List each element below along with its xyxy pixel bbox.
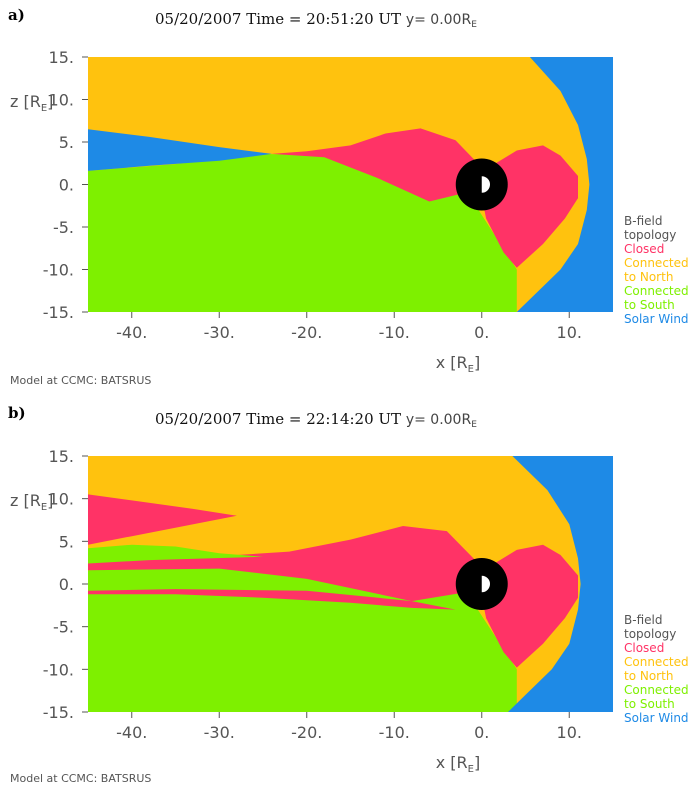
legend-item-solar-wind: Solar Wind [624, 711, 689, 725]
region-closed-hook [88, 494, 237, 545]
legend-item-closed: Closed [624, 641, 665, 655]
x-axis-bracket: ] [474, 353, 480, 372]
legend-item-north-2: to North [624, 270, 674, 284]
x-axis-unit-sub: E [468, 364, 474, 375]
region-closed-tail-lower [88, 589, 456, 610]
legend-item-south: Connected [624, 284, 689, 298]
x-tick-label: -30. [204, 723, 235, 742]
x-axis-title: x [RE] [436, 753, 481, 775]
legend-title-2: topology [624, 228, 677, 242]
x-axis-title: x [RE] [436, 353, 481, 375]
x-tick-label: -20. [291, 723, 322, 742]
legend-item-north-2: to North [624, 669, 674, 683]
model-credit: Model at CCMC: BATSRUS [10, 772, 152, 785]
legend-title: B-field [624, 214, 663, 228]
y-axis-bracket: ] [47, 92, 53, 111]
plot-area [88, 456, 613, 712]
panel-letter: a) [8, 6, 25, 24]
y-tick-label: 5. [59, 133, 74, 152]
y-tick-label: -10. [43, 261, 74, 280]
legend: B-field topology Closed Connected to Nor… [624, 613, 689, 725]
y-tick-label: -5. [53, 618, 74, 637]
legend-item-south-2: to South [624, 298, 675, 312]
x-tick-label: -10. [379, 723, 410, 742]
region-south [88, 153, 517, 312]
y-tick-label: 15. [49, 447, 74, 466]
plot-title: 05/20/2007 Time = 22:14:20 UT y= 0.00RE [155, 410, 477, 430]
legend-item-south: Connected [624, 683, 689, 697]
x-tick-label: -20. [291, 323, 322, 342]
title-date: 05/20/2007 [155, 10, 242, 28]
x-tick-label: -30. [204, 323, 235, 342]
y-tick-label: 5. [59, 532, 74, 551]
x-axis-bracket: ] [474, 753, 480, 772]
y-tick-label: -15. [43, 703, 74, 722]
region-south-wedge [88, 544, 263, 564]
legend-item-north: Connected [624, 256, 689, 270]
legend-title-2: topology [624, 627, 677, 641]
x-axis-unit-sub: E [468, 764, 474, 775]
earth-night-half [472, 175, 482, 194]
y-axis-title: z [RE] [10, 92, 53, 114]
y-axis-bracket: ] [47, 491, 53, 510]
title-date: 05/20/2007 [155, 410, 242, 428]
y-axis-title: z [RE] [10, 491, 53, 513]
panel-letter: b) [8, 404, 26, 422]
title-time: Time = 20:51:20 UT [246, 10, 402, 28]
panel-a: a) 05/20/2007 Time = 20:51:20 UT y= 0.00… [8, 6, 689, 387]
legend-item-north: Connected [624, 655, 689, 669]
x-tick-label: 0. [474, 323, 489, 342]
x-tick-label: -40. [116, 723, 147, 742]
region-solar-wind [516, 57, 613, 312]
y-tick-label: 0. [59, 176, 74, 195]
region-solar-wind-tail [88, 129, 272, 171]
topology-plot: -40. -30. -20. -10. 0. 10. 15. 10. 5. 0. -5. -10. -1… [10, 48, 613, 375]
legend-item-solar-wind: Solar Wind [624, 312, 689, 326]
region-solar-wind [508, 456, 613, 712]
x-tick-label: -40. [116, 323, 147, 342]
title-y: y= 0.00RE [405, 12, 477, 30]
axes: -40. -30. -20. -10. 0. 10. 15. 10. 5. 0. -5. -10. -1… [10, 48, 582, 375]
earth-night-half [472, 575, 482, 593]
plot-title: 05/20/2007 Time = 20:51:20 UT y= 0.00RE [155, 10, 477, 30]
panel-b: b) 05/20/2007 Time = 22:14:20 UT y= 0.00… [0, 396, 697, 790]
x-tick-label: 0. [474, 723, 489, 742]
y-axis-unit-sub: E [41, 502, 47, 513]
y-axis-unit-sub: E [41, 103, 47, 114]
x-tick-label: 10. [557, 723, 582, 742]
y-tick-label: -5. [53, 218, 74, 237]
legend-item-closed: Closed [624, 242, 665, 256]
legend-item-south-2: to South [624, 697, 675, 711]
y-tick-label: -15. [43, 303, 74, 322]
y-tick-label: 10. [49, 490, 74, 509]
x-tick-label: 10. [557, 323, 582, 342]
y-tick-label: -10. [43, 660, 74, 679]
plot-area [88, 57, 613, 312]
y-tick-label: 0. [59, 575, 74, 594]
x-tick-label: -10. [379, 323, 410, 342]
region-closed-tail [271, 128, 482, 202]
legend: B-field topology Closed Connected to Nor… [624, 214, 689, 326]
y-tick-label: 15. [49, 48, 74, 67]
model-credit: Model at CCMC: BATSRUS [10, 374, 152, 387]
region-closed-tail-upper [88, 526, 482, 602]
title-time: Time = 22:14:20 UT [246, 410, 402, 428]
legend-title: B-field [624, 613, 663, 627]
title-y: y= 0.00RE [405, 412, 477, 430]
y-tick-label: 10. [49, 91, 74, 110]
topology-plot: -40. -30. -20. -10. 0. 10. 15. 10. 5. 0. -5. -10. -1… [10, 447, 613, 775]
